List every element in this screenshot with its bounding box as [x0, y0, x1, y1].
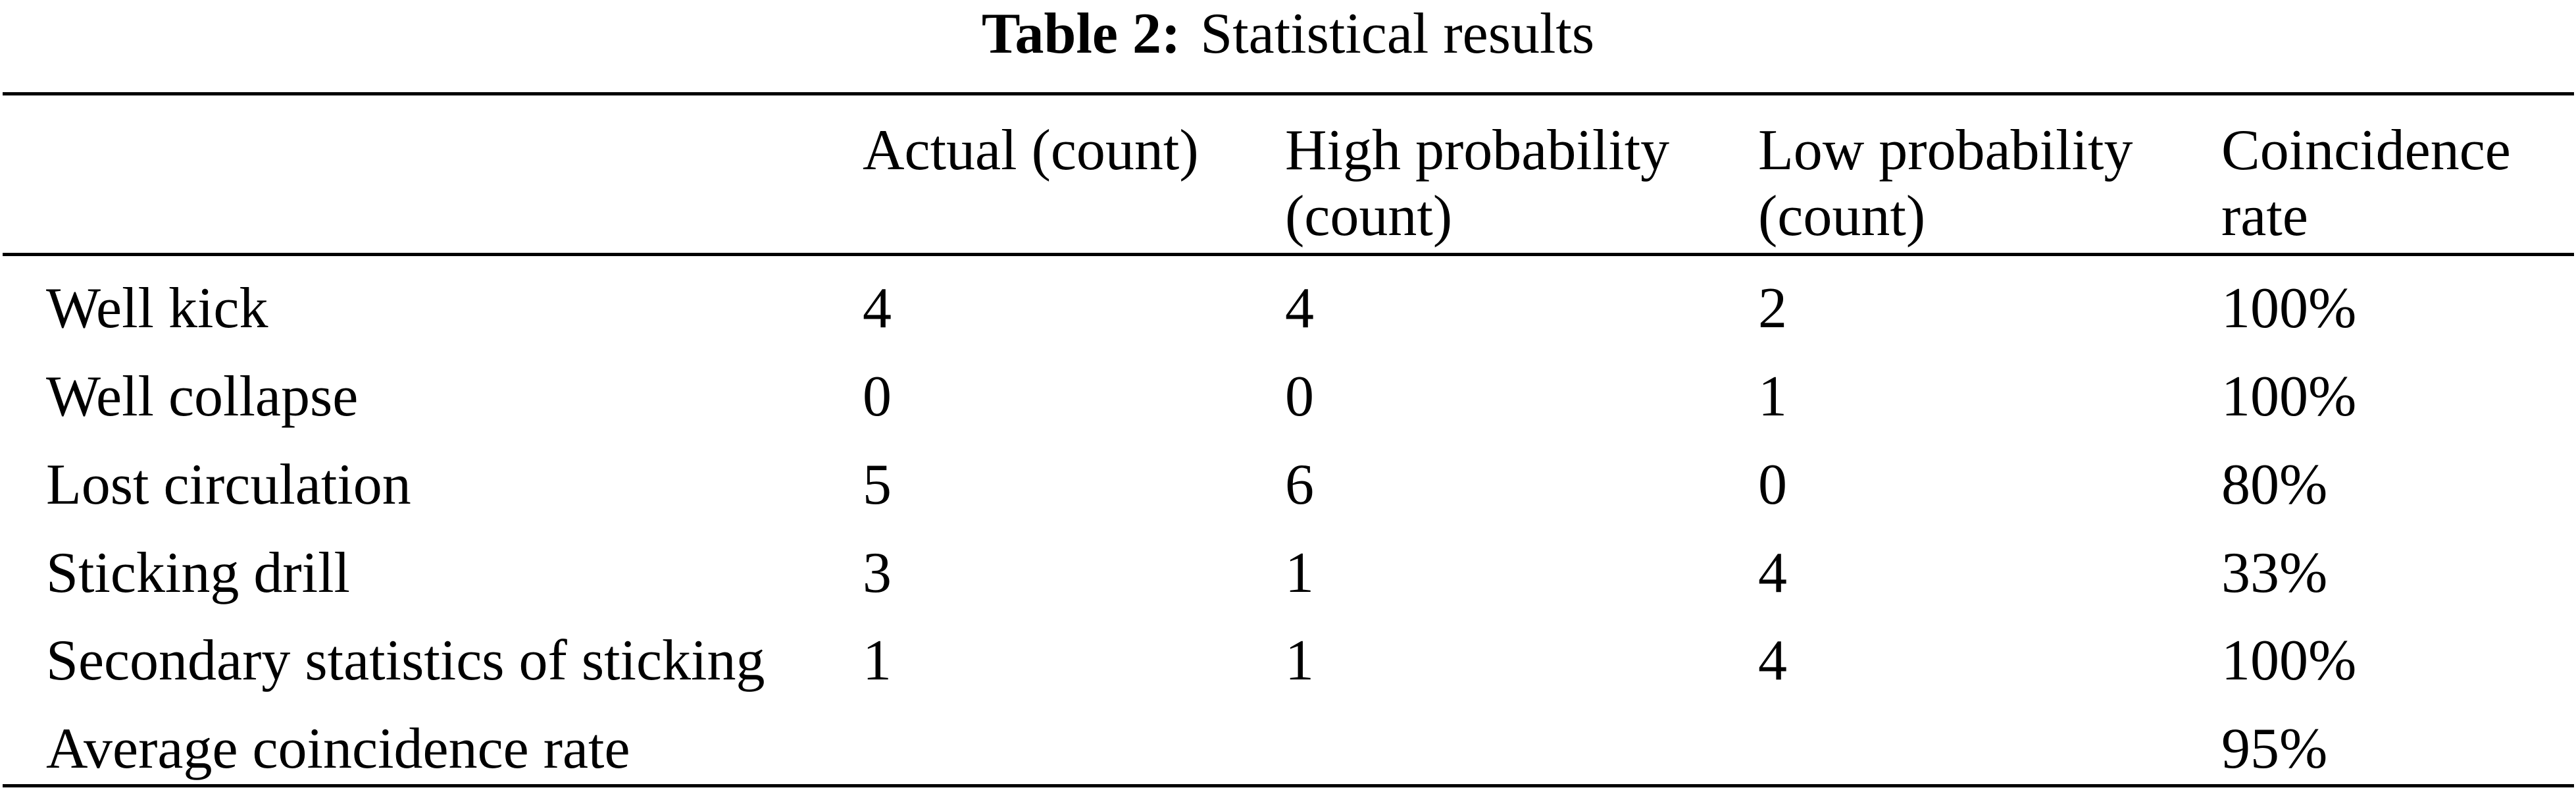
top-rule — [3, 92, 2574, 95]
table-cell: 0 — [863, 365, 892, 429]
column-header: (count) — [1285, 184, 1453, 248]
row-label: Average coincidence rate — [46, 717, 630, 781]
table-cell: 80% — [2221, 453, 2328, 517]
column-header: (count) — [1758, 184, 1926, 248]
header-rule — [3, 253, 2574, 256]
table-cell: 0 — [1758, 453, 1787, 517]
table-cell: 33% — [2221, 541, 2328, 605]
table-cell: 1 — [1285, 629, 1314, 693]
column-header: Low probability — [1758, 119, 2133, 182]
column-header: High probability — [1285, 119, 1670, 182]
table-cell: 4 — [1758, 541, 1787, 605]
column-header: rate — [2221, 184, 2308, 248]
table-cell: 100% — [2221, 629, 2357, 693]
row-label: Lost circulation — [46, 453, 411, 517]
table-cell: 95% — [2221, 717, 2328, 781]
table-cell: 5 — [863, 453, 892, 517]
table-cell: 1 — [1285, 541, 1314, 605]
caption-text: Statistical results — [1200, 2, 1595, 66]
table-cell: 1 — [1758, 365, 1787, 429]
table-caption: Table 2: Statistical results — [0, 5, 2576, 63]
caption-label: Table 2: — [981, 2, 1181, 66]
column-header: Actual (count) — [863, 119, 1199, 182]
table-cell: 3 — [863, 541, 892, 605]
row-label: Secondary statistics of sticking — [46, 629, 765, 693]
table-cell: 100% — [2221, 277, 2357, 340]
table-cell: 100% — [2221, 365, 2357, 429]
table-cell: 4 — [863, 277, 892, 340]
row-label: Well collapse — [46, 365, 359, 429]
row-label: Well kick — [46, 277, 268, 340]
table-cell: 4 — [1285, 277, 1314, 340]
table-cell: 6 — [1285, 453, 1314, 517]
table-cell: 2 — [1758, 277, 1787, 340]
table-cell: 4 — [1758, 629, 1787, 693]
row-label: Sticking drill — [46, 541, 350, 605]
table-cell: 1 — [863, 629, 892, 693]
column-header: Coincidence — [2221, 119, 2511, 182]
bottom-rule — [3, 784, 2574, 787]
table-cell: 0 — [1285, 365, 1314, 429]
